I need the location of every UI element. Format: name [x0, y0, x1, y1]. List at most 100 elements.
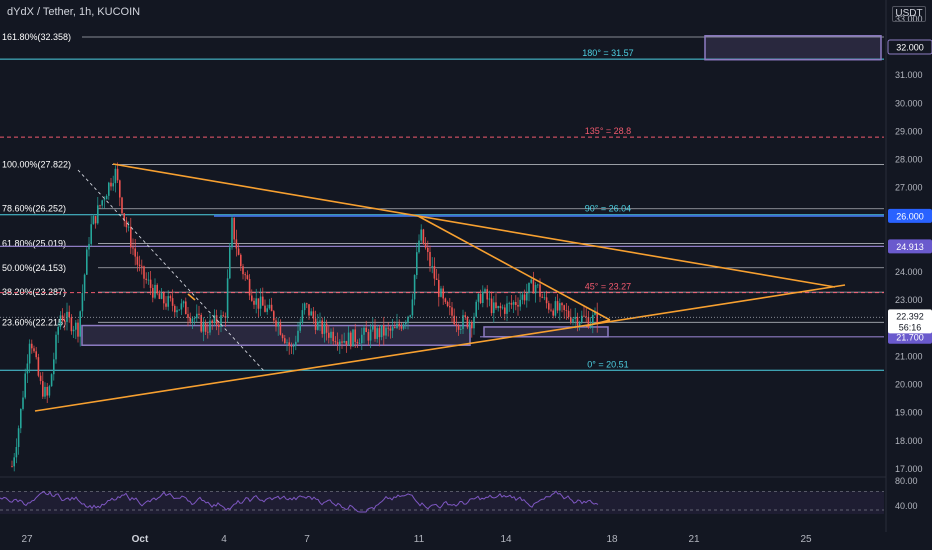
candle-body [354, 329, 356, 342]
candle-body [13, 457, 15, 467]
candle-body [259, 296, 262, 309]
y-tick-label: 23.000 [895, 295, 923, 305]
candle-body [48, 386, 51, 396]
candle-body [218, 324, 220, 327]
candle-body [424, 243, 427, 248]
candle-body [429, 251, 431, 267]
candle-body [523, 294, 526, 301]
candle-body [420, 229, 422, 241]
y-tick-label: 18.000 [895, 436, 923, 446]
candle-body [171, 298, 174, 306]
candle-body [567, 310, 570, 318]
candle-body [83, 274, 86, 293]
candle-body [110, 182, 112, 187]
candle-body [457, 325, 460, 330]
candle-body [132, 247, 134, 249]
candle-body [28, 343, 31, 364]
candle-body [191, 318, 194, 322]
candle-body [369, 329, 372, 341]
candle-body [127, 226, 130, 228]
fib-label: 23.60%(22.215) [2, 317, 66, 327]
candle-body [143, 266, 145, 279]
candle-body [508, 302, 510, 304]
candle-body [248, 278, 251, 296]
candle-body [383, 325, 385, 336]
candle-body [561, 303, 563, 306]
candle-body [189, 317, 191, 322]
candle-body [134, 248, 136, 257]
candle-body [105, 195, 108, 200]
candle-body [585, 316, 587, 318]
candle-body [550, 309, 552, 311]
candle-body [330, 331, 332, 338]
candle-body [136, 256, 139, 265]
candle-body [163, 293, 165, 304]
candle-body [405, 322, 407, 325]
x-tick-label: 25 [800, 534, 812, 545]
candle-body [169, 296, 172, 299]
price-tag-label: 32.000 [896, 43, 924, 53]
candle-body [543, 297, 546, 299]
price-tag [888, 239, 932, 254]
candle-body [44, 386, 46, 397]
candle-body [152, 287, 154, 298]
fib-label: 50.00%(24.153) [2, 263, 66, 273]
candle-body [387, 327, 389, 329]
candle-body [572, 318, 574, 323]
symbol-title: dYdX / Tether, 1h, KUCOIN [7, 6, 141, 18]
candle-body [574, 316, 576, 319]
x-tick-label: 11 [414, 534, 425, 545]
x-tick-label: 18 [606, 534, 618, 545]
candle-body [431, 266, 433, 267]
candle-body [446, 301, 449, 307]
candle-body [367, 332, 370, 341]
candle-body [198, 313, 200, 315]
candle-body [486, 289, 488, 300]
candle-body [374, 325, 376, 339]
fib-label: 100.00%(27.822) [2, 160, 71, 170]
candle-body [154, 284, 156, 298]
candle-body [50, 374, 53, 387]
rsi-pane: 80.00 40.00 [0, 476, 918, 514]
candle-body [90, 224, 92, 244]
candle-body [438, 279, 440, 297]
candle-body [380, 325, 383, 338]
candle-body [411, 299, 414, 316]
candle-body [312, 311, 315, 319]
candle-body [207, 331, 209, 333]
candle-body [365, 327, 367, 333]
candles [11, 162, 598, 472]
gann-label: 0° = 20.51 [587, 359, 628, 369]
candle-body [409, 315, 411, 317]
trendline-marker [187, 293, 196, 301]
candle-body [246, 275, 249, 279]
y-tick-label: 19.000 [895, 408, 923, 418]
rsi-tick-label: 80.00 [895, 476, 918, 486]
candle-body [541, 296, 543, 298]
candle-body [517, 305, 519, 307]
candle-body [449, 306, 451, 308]
candle-body [288, 342, 290, 346]
candle-body [211, 320, 213, 323]
candle-body [121, 197, 123, 214]
candle-body [31, 343, 33, 349]
candle-body [286, 342, 288, 344]
currency-selector[interactable]: USDT [892, 6, 926, 22]
last-price-tag [888, 309, 932, 334]
candle-body [433, 266, 436, 279]
candle-body [583, 315, 585, 317]
candle-body [222, 315, 224, 317]
x-tick-label: 14 [500, 534, 512, 545]
candle-body [466, 317, 469, 328]
candle-body [587, 317, 590, 328]
candle-body [42, 381, 44, 397]
candle-body [46, 386, 48, 396]
candle-body [464, 315, 466, 318]
candle-body [537, 284, 539, 286]
candle-body [235, 239, 238, 249]
candle-body [319, 320, 321, 322]
candle-body [290, 345, 293, 347]
candle-body [321, 320, 323, 334]
candle-body [581, 315, 583, 323]
